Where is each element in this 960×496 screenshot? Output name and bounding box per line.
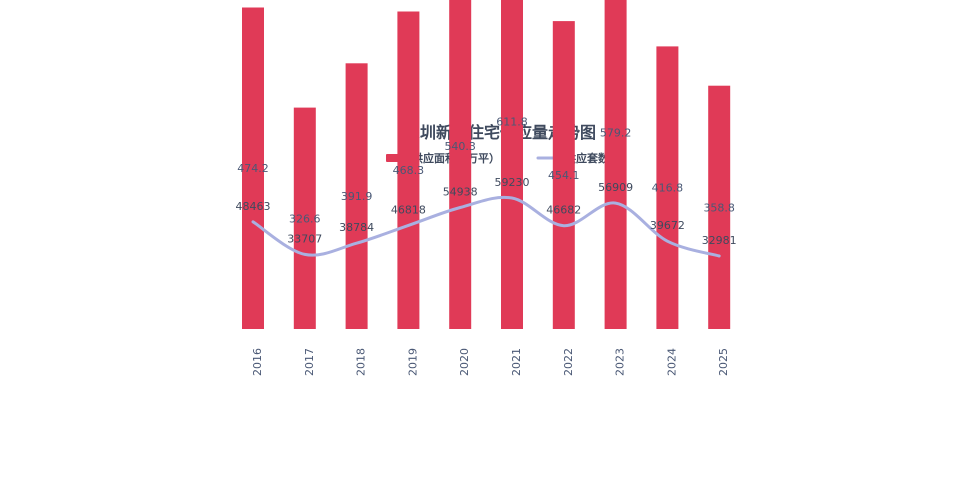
x-tick-2025: 2025 (717, 348, 730, 376)
bar-2023 (604, 0, 627, 330)
bar-label-2025: 358.8 (703, 201, 735, 214)
bar-2024 (656, 46, 679, 330)
bars-layer (242, 0, 731, 330)
x-tick-2022: 2022 (562, 348, 575, 376)
line-label-2019: 46818 (391, 203, 426, 216)
x-tick-2019: 2019 (406, 348, 419, 376)
bar-label-2021: 611.8 (496, 116, 528, 129)
line-label-2017: 33707 (287, 232, 322, 245)
bar-label-2020: 540.3 (444, 140, 476, 153)
labels-layer: 48463 33707 38784 46818 54938 59230 46682 56909… (236, 116, 737, 247)
line-label-2023: 56909 (598, 181, 633, 194)
bar-label-2016: 474.2 (237, 162, 269, 175)
series-line-supply-units (251, 195, 721, 258)
line-label-2022: 46682 (546, 204, 581, 217)
bar-label-2019: 468.3 (393, 164, 425, 177)
line-label-2021: 59230 (495, 176, 530, 189)
line-label-2018: 38784 (339, 221, 374, 234)
bar-label-2022: 454.1 (548, 169, 580, 182)
x-tick-2017: 2017 (303, 348, 316, 376)
bar-2022 (552, 21, 575, 329)
bar-label-2017: 326.6 (289, 212, 321, 225)
legend-label-line: 供应套数 (564, 151, 610, 165)
x-tick-2021: 2021 (510, 348, 523, 376)
bar-2021 (501, 0, 523, 329)
x-tick-2024: 2024 (665, 348, 678, 376)
bar-2020 (449, 0, 472, 329)
bar-2017 (293, 107, 316, 329)
x-tick-2020: 2020 (458, 348, 471, 376)
x-tick-2023: 2023 (614, 348, 627, 376)
line-label-2024: 39672 (650, 219, 685, 232)
line-label-2020: 54938 (443, 186, 478, 199)
bar-2025 (708, 85, 731, 329)
bar-label-2024: 416.8 (652, 182, 684, 195)
bar-2018 (345, 63, 368, 330)
bar-label-2023: 579.2 (600, 127, 632, 140)
legend: 供应面积（万平） 供应套数 (386, 151, 610, 165)
bar-label-2018: 391.9 (341, 190, 373, 203)
x-tick-2018: 2018 (355, 348, 368, 376)
line-label-2025: 32981 (702, 234, 737, 247)
line-label-2016: 48463 (236, 200, 271, 213)
bar-2016 (242, 7, 264, 329)
x-tick-2016: 2016 (251, 348, 264, 376)
line-layer (251, 195, 721, 258)
bar-2019 (397, 11, 420, 329)
x-axis-ticks: 2016 2017 2018 2019 2020 2021 2022 2023 2024 2025 (251, 348, 730, 376)
